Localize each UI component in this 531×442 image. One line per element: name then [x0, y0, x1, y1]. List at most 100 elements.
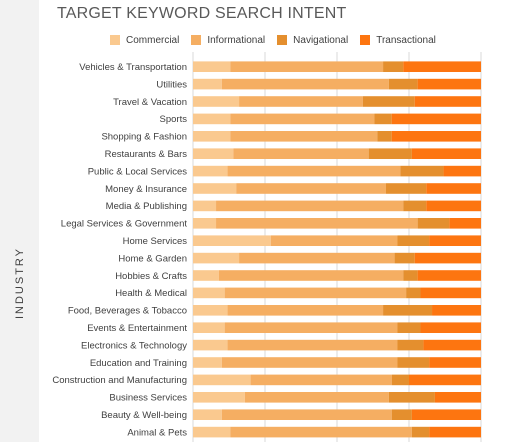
category-label: Money & Insurance [105, 184, 187, 195]
category-label: Beauty & Well-being [101, 410, 187, 421]
bar-segment [193, 61, 231, 72]
bar-segment [224, 287, 407, 299]
bar-segment [429, 235, 481, 246]
bar-segment [221, 409, 392, 420]
category-label: Vehicles & Transportation [79, 62, 187, 73]
legend-label: Transactional [376, 34, 436, 46]
bar-segment [227, 339, 398, 351]
bar-segment [193, 374, 251, 386]
legend-swatch [360, 35, 371, 45]
bar-segment [230, 131, 378, 142]
bar-segment [403, 270, 418, 281]
bar-segment [193, 218, 217, 229]
category-label: Electronics & Technology [81, 340, 187, 351]
bar-segment [391, 113, 481, 125]
category-label: Business Services [109, 393, 187, 404]
bar-segment [216, 200, 404, 212]
bar-segment [377, 131, 392, 142]
legend-swatch [191, 35, 202, 45]
bar-segment [426, 200, 481, 212]
bar-segment [193, 113, 231, 125]
category-label: Health & Medical [115, 288, 187, 299]
bar-segment [193, 339, 228, 351]
bar-segment [193, 270, 219, 281]
legend-item: Navigational [277, 35, 348, 46]
bar-segment [411, 148, 481, 159]
category-label: Sports [160, 114, 188, 125]
bar-segment [374, 113, 392, 125]
bar-segment [385, 183, 427, 194]
bar-segment [221, 78, 389, 90]
bar-segment [414, 252, 481, 264]
bar-segment [193, 78, 222, 90]
bar-segment [417, 78, 481, 90]
bar-segment [414, 96, 481, 107]
bar-segment [383, 61, 404, 72]
bar-segment [391, 374, 409, 386]
bar-segment [193, 183, 237, 194]
bar-segment [230, 426, 412, 438]
bar-segment [443, 165, 481, 177]
bar-segment [391, 409, 412, 420]
bar-segment [250, 374, 392, 386]
bar-segment [423, 339, 481, 351]
category-label: Construction and Manufacturing [52, 375, 187, 386]
bar-segment [368, 148, 412, 159]
bar-segment [434, 392, 481, 403]
bar-segment [397, 339, 424, 351]
bar-segment [193, 148, 234, 159]
category-label: Events & Entertainment [87, 323, 187, 334]
legend-item: Commercial [110, 35, 179, 46]
bar-segment [406, 287, 421, 299]
bar-segment [230, 113, 375, 125]
legend-item: Transactional [360, 35, 436, 46]
bar-segment [193, 165, 228, 177]
bar-segment [383, 305, 433, 316]
bar-segment [227, 165, 401, 177]
legend-label: Navigational [293, 34, 349, 46]
category-label: Education and Training [90, 358, 187, 369]
bar-segment [193, 287, 225, 299]
bar-segment [218, 270, 404, 281]
bar-segment [397, 357, 430, 368]
bar-segment [193, 426, 231, 438]
category-label: Legal Services & Government [61, 219, 188, 230]
bar-segment [400, 165, 444, 177]
bar-segment [244, 392, 389, 403]
category-label: Hobbies & Crafts [115, 271, 187, 282]
category-label: Animal & Pets [127, 427, 187, 438]
bar-segment [420, 287, 481, 299]
bar-segment [449, 218, 481, 229]
category-label: Restaurants & Bars [105, 149, 188, 160]
bar-segment [397, 322, 421, 333]
bar-segment [239, 252, 395, 264]
legend: Commercial Informational Navigational Trans… [110, 33, 448, 47]
legend-label: Informational [207, 34, 266, 46]
bar-segment [216, 218, 418, 229]
bar-segment [403, 200, 427, 212]
legend-label: Commercial [126, 34, 180, 46]
bar-segment [388, 392, 435, 403]
bar-segment [409, 374, 481, 386]
bar-segment [417, 270, 481, 281]
category-label: Media & Publishing [106, 201, 187, 212]
bar-segment [432, 305, 481, 316]
bar-segment [429, 357, 481, 368]
bar-segment [417, 218, 450, 229]
bar-segment [362, 96, 415, 107]
bar-segment [193, 235, 271, 246]
category-label: Travel & Vacation [113, 97, 187, 108]
category-label: Utilities [156, 79, 187, 90]
bar-segment [193, 131, 231, 142]
legend-item: Informational [191, 35, 265, 46]
bar-segment [388, 78, 418, 90]
bar-segment [411, 409, 481, 420]
category-label: Public & Local Services [88, 166, 188, 177]
bar-segment [391, 131, 481, 142]
category-label: Home & Garden [118, 253, 187, 264]
bar-segment [426, 183, 481, 194]
bar-segment [221, 357, 398, 368]
category-label: Shopping & Fashion [101, 132, 187, 143]
bar-segment [227, 305, 384, 316]
bar-segment [420, 322, 481, 333]
